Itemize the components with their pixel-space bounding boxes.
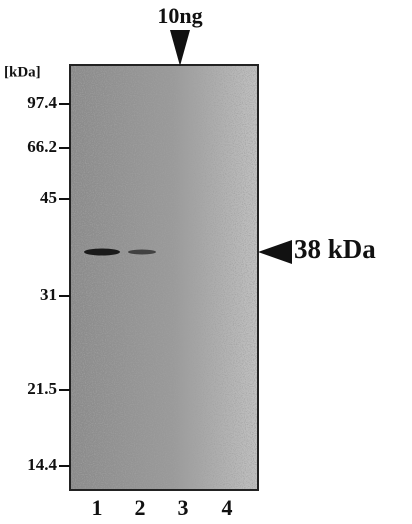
amount-label: 10ng [157,3,202,28]
down-arrow [170,30,190,66]
marker-label: 31 [40,285,57,304]
unit-label: [kDa] [4,64,41,80]
marker-ticks [59,103,70,467]
marker-label: 97.4 [27,93,57,112]
band-lane-1 [84,248,120,256]
lane-label: 3 [178,495,189,520]
gel-texture [70,65,258,490]
marker-label: 45 [40,188,57,207]
band-lane-2 [128,249,156,255]
lane-label: 1 [92,495,103,520]
left-arrow [258,240,292,264]
marker-label: 21.5 [27,379,57,398]
gel-border [69,64,259,491]
marker-label: 66.2 [27,137,57,156]
marker-label: 14.4 [27,455,57,474]
lane-label: 2 [135,495,146,520]
band-label: 38 kDa [294,234,376,264]
lane-label: 4 [222,495,233,520]
